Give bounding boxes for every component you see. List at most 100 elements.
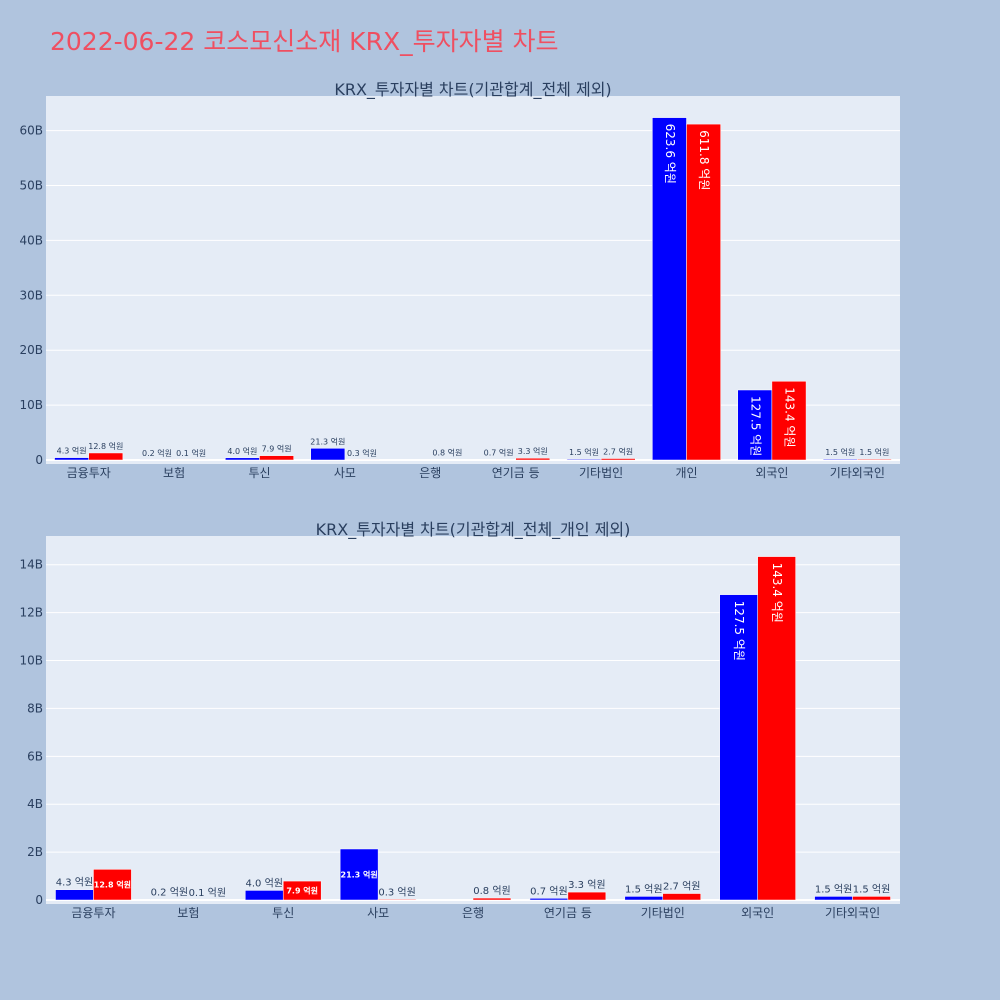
data-label: 0.8 억원 (432, 448, 462, 458)
data-label: 4.0 억원 (246, 877, 283, 889)
bar (814, 896, 853, 901)
data-label: 3.3 억원 (518, 446, 548, 456)
bar (282, 880, 322, 901)
y-tick-label: 6B (27, 749, 43, 763)
chart-title: KRX_투자자별 차트(기관합계_전체 제외) (334, 80, 611, 100)
y-tick-label: 4B (27, 797, 43, 811)
y-tick-label: 40B (19, 233, 43, 247)
x-tick-label: 사모 (334, 466, 356, 480)
data-label: 127.5 억원 (748, 396, 762, 456)
bar (822, 458, 858, 461)
bar (472, 897, 512, 901)
data-label: 1.5 억원 (859, 447, 889, 457)
data-label: 21.3 억원 (310, 436, 345, 446)
bar (310, 448, 346, 461)
data-label: 4.0 억원 (227, 446, 257, 456)
bar (662, 893, 701, 901)
bar (55, 889, 94, 901)
data-label: 4.3 억원 (56, 877, 93, 889)
chart-2: 0 2B 4B 6B 8B 10B 12B 14B KRX_투자자별 차트(기관합계_전체_개인… (19, 520, 900, 920)
data-label: 611.8 억원 (697, 130, 711, 190)
bar (719, 594, 758, 901)
bar (737, 389, 773, 461)
data-label: 0.7 억원 (530, 885, 567, 897)
x-tick-label: 외국인 (741, 906, 774, 920)
x-tick-label: 금융투자 (71, 906, 115, 920)
data-label: 0.2 억원 (151, 887, 188, 899)
x-tick-label: 연기금 등 (492, 466, 540, 480)
y-tick-label: 50B (19, 178, 43, 192)
x-tick-label: 금융투자 (67, 466, 111, 480)
x-tick-label: 기타법인 (579, 466, 623, 480)
y-tick-label: 14B (19, 558, 43, 572)
data-label: 1.5 억원 (569, 447, 599, 457)
bar (771, 381, 807, 461)
data-label: 1.5 억원 (625, 883, 662, 895)
y-tick-label: 8B (27, 701, 43, 715)
data-label: 12.8 억원 (88, 441, 123, 451)
bar (515, 457, 551, 461)
bar (624, 896, 664, 901)
bar (652, 117, 687, 461)
bar (852, 896, 891, 901)
data-label: 21.3 억원 (341, 869, 378, 879)
y-tick-label: 60B (19, 124, 43, 138)
x-tick-label: 보험 (163, 466, 185, 480)
data-label: 1.5 억원 (815, 883, 852, 895)
bar (567, 891, 607, 901)
bar (529, 898, 569, 901)
x-tick-label: 사모 (367, 906, 389, 920)
bar (225, 457, 260, 461)
bar (377, 899, 417, 901)
data-label: 0.2 억원 (142, 448, 172, 458)
y-tick-label: 10B (19, 654, 43, 668)
y-tick-label: 0 (35, 893, 43, 907)
x-tick-label: 기타법인 (641, 906, 685, 920)
bar (54, 457, 89, 461)
data-label: 143.4 억원 (770, 563, 784, 623)
x-tick-label: 연기금 등 (544, 906, 592, 920)
data-label: 0.3 억원 (378, 886, 415, 898)
bar (88, 452, 124, 461)
data-label: 2.7 억원 (603, 447, 633, 457)
data-label: 1.5 억원 (825, 447, 855, 457)
y-tick-label: 30B (19, 288, 43, 302)
y-tick-label: 20B (19, 343, 43, 357)
data-label: 1.5 억원 (853, 883, 890, 895)
bar (686, 123, 721, 461)
bar (339, 848, 379, 901)
bar (600, 458, 636, 461)
data-label: 12.8 억원 (94, 880, 131, 890)
x-tick-label: 보험 (177, 906, 199, 920)
x-tick-label: 기타외국인 (830, 466, 885, 480)
data-label: 0.1 억원 (176, 448, 206, 458)
x-tick-label: 은행 (419, 465, 441, 480)
bar (857, 458, 892, 461)
data-label: 7.9 억원 (286, 886, 318, 896)
y-tick-label: 12B (19, 606, 43, 620)
data-label: 0.3 억원 (347, 448, 377, 458)
data-label: 143.4 억원 (782, 387, 796, 447)
x-tick-label: 투신 (272, 906, 294, 920)
page-title: 2022-06-22 코스모신소재 KRX_투자자별 차트 (50, 27, 559, 56)
x-tick-label: 외국인 (755, 466, 788, 480)
y-tick-label: 2B (27, 845, 43, 859)
x-tick-label: 투신 (248, 466, 270, 480)
data-label: 7.9 억원 (262, 444, 292, 454)
chart-title: KRX_투자자별 차트(기관합계_전체_개인 제외) (316, 520, 631, 540)
data-label: 0.8 억원 (473, 885, 510, 897)
data-label: 4.3 억원 (57, 446, 87, 456)
data-label: 0.7 억원 (484, 448, 514, 458)
data-label: 127.5 억원 (732, 601, 746, 661)
bar (245, 890, 284, 901)
x-tick-label: 기타외국인 (825, 906, 880, 920)
y-tick-label: 0 (35, 453, 43, 467)
data-label: 2.7 억원 (663, 881, 700, 893)
bar (757, 556, 796, 901)
bar (93, 869, 132, 901)
bar (259, 455, 294, 461)
y-tick-label: 10B (19, 398, 43, 412)
bar (566, 458, 602, 461)
chart-1: 0 10B 20B 30B 40B 50B 60B KRX_투자자별 차트(기관합계_전체 제… (19, 80, 900, 480)
